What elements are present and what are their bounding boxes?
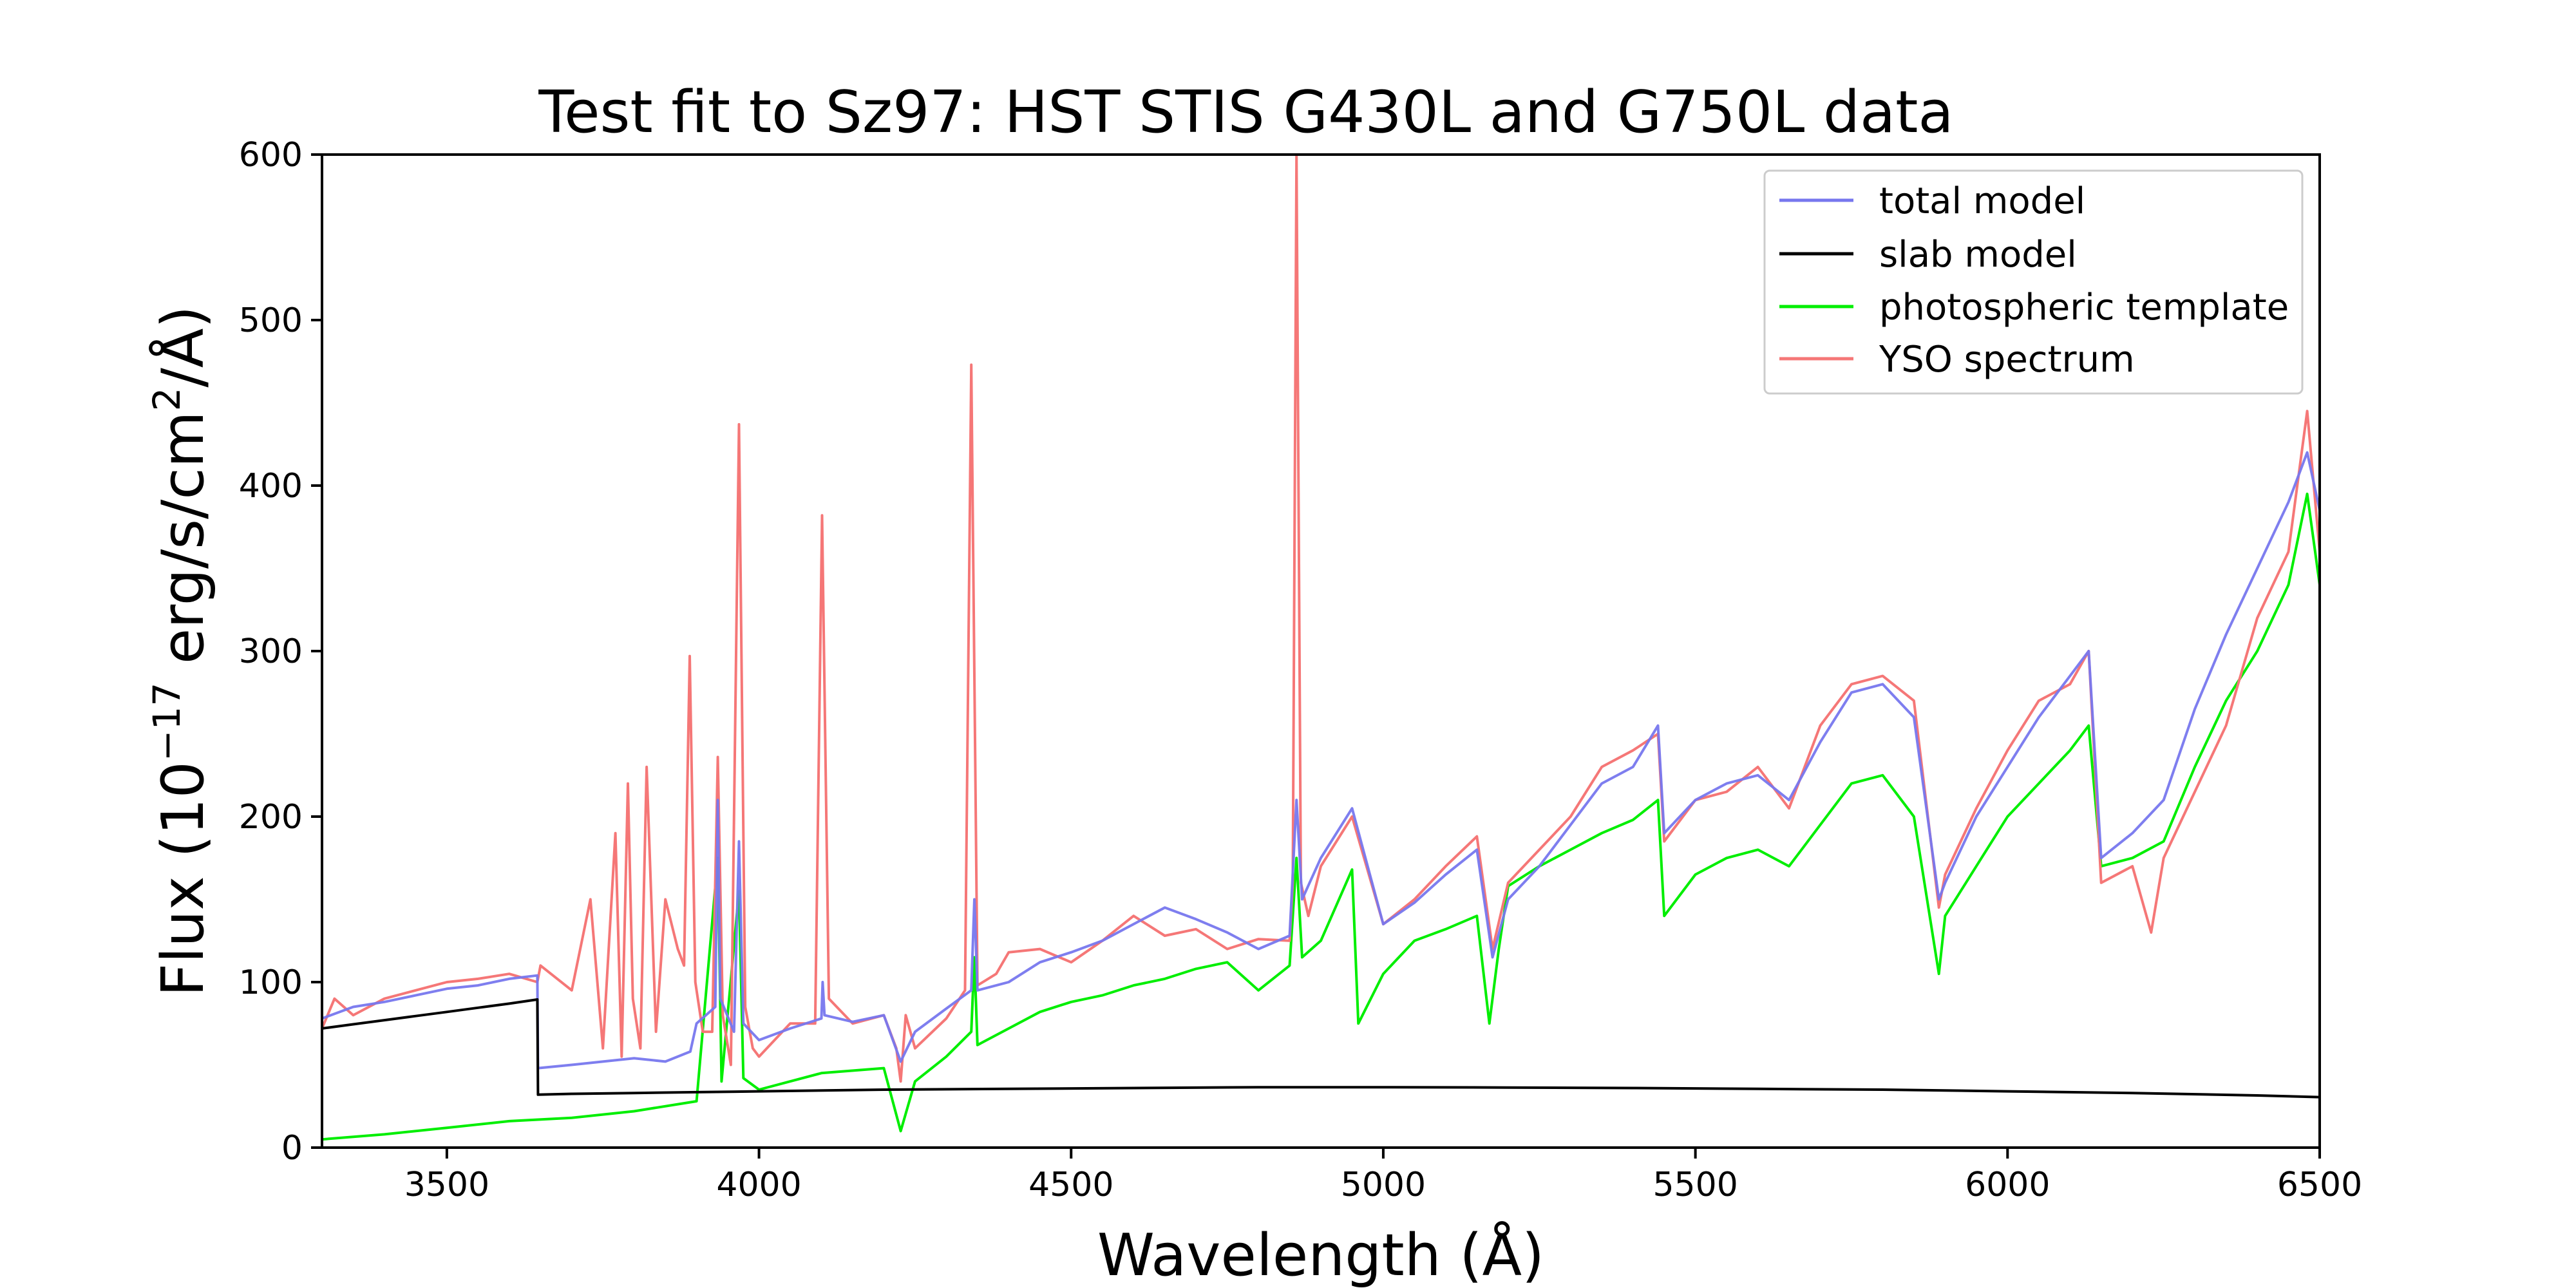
x-tick-label: 4500 xyxy=(1028,1166,1113,1204)
y-tick-label: 200 xyxy=(239,798,303,837)
y-label-suffix: /Å) xyxy=(148,306,217,388)
series-line-yso-spectrum xyxy=(322,155,2320,1083)
x-tick-label: 6000 xyxy=(1965,1166,2050,1204)
y-axis-label: Flux (10−17 erg/s/cm2/Å) xyxy=(145,306,217,997)
y-label-middle: erg/s/cm xyxy=(149,411,217,682)
series-line-photospheric-template xyxy=(322,492,2320,1141)
y-tick-label: 300 xyxy=(239,632,303,671)
legend-label-total-model: total model xyxy=(1879,180,2085,222)
y-label-prefix: Flux (10 xyxy=(149,761,217,996)
legend-label-yso-spectrum: YSO spectrum xyxy=(1879,339,2135,381)
x-axis-label: Wavelength (Å) xyxy=(1097,1220,1544,1288)
x-tick-label: 4000 xyxy=(716,1166,801,1204)
y-tick-label: 600 xyxy=(239,136,303,175)
y-tick-label: 0 xyxy=(281,1129,303,1168)
y-tick-label: 400 xyxy=(239,467,303,506)
legend-label-slab-model: slab model xyxy=(1879,234,2077,276)
plot-frame xyxy=(321,153,2321,1149)
y-tick-label: 500 xyxy=(239,301,303,340)
chart-title: Test fit to Sz97: HST STIS G430L and G75… xyxy=(538,79,1953,146)
y-label-exponent: −17 xyxy=(145,683,189,761)
series-line-total-model xyxy=(322,451,2320,1070)
legend-box xyxy=(1763,169,2304,395)
x-tick-label: 5000 xyxy=(1341,1166,1426,1204)
legend: total model slab model photospheric temp… xyxy=(1763,169,2304,395)
legend-label-photospheric-template: photospheric template xyxy=(1879,287,2289,328)
x-tick-label: 6500 xyxy=(2277,1166,2362,1204)
x-tick-label: 5500 xyxy=(1653,1166,1738,1204)
y-label-squared: 2 xyxy=(145,388,189,412)
axis-ticks: 3500 4000 4500 5000 5500 6000 6500 0 100 200 300 40… xyxy=(239,136,2362,1204)
x-tick-label: 3500 xyxy=(404,1166,489,1204)
y-tick-label: 100 xyxy=(239,963,303,1002)
series-layer xyxy=(322,155,2320,1141)
series-line-slab-model xyxy=(322,998,2320,1099)
